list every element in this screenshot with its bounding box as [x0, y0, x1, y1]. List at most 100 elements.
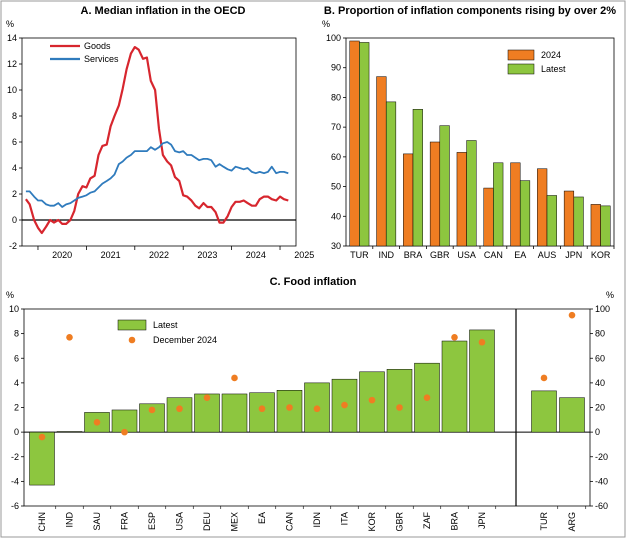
panel-c-unit-left: %	[6, 290, 14, 300]
panel-a-legend-label: Services	[84, 54, 119, 64]
panel-c-title: C. Food inflation	[270, 276, 357, 288]
panel-c-y-tick-label-right: 20	[595, 403, 605, 413]
panel-c-y-tick-label-left: -2	[11, 452, 19, 462]
panel-a-x-tick-label: 2021	[101, 250, 121, 260]
panel-c-y-tick-label-left: 6	[14, 353, 19, 363]
panel-a-y-tick-label: 0	[12, 215, 17, 225]
panel-b-x-tick-label: AUS	[538, 250, 557, 260]
panel-a-x-tick-label: 2022	[149, 250, 169, 260]
panel-b-title: B. Proportion of inflation components ri…	[324, 5, 616, 17]
panel-b-y-tick-label: 40	[331, 211, 341, 221]
panel-c-food-inflation: C. Food inflation % % -6-4-20246810-60-4…	[6, 276, 614, 532]
panel-c-bar-latest-ita	[331, 378, 358, 433]
panel-c-x-tick-label: GBR	[395, 512, 405, 532]
panel-c-point-december-2024-ind	[66, 334, 73, 341]
panel-c-y-tick-label-right: 60	[595, 353, 605, 363]
panel-b-x-tick-label: BRA	[404, 250, 423, 260]
panel-c-y-tick-label-right: -60	[595, 501, 608, 511]
panel-a-x-tick-label: 2020	[52, 250, 72, 260]
panel-b-x-tick-label: KOR	[591, 250, 611, 260]
panel-b-x-tick-label: TUR	[350, 250, 369, 260]
panel-b-bar-2024-ind	[376, 76, 387, 247]
panel-c-point-december-2024-mex	[231, 374, 238, 382]
panel-c-x-tick-label: KOR	[367, 512, 377, 532]
panel-c-y-tick-label-left: -6	[11, 501, 19, 511]
panel-c-bar-latest-fra	[111, 409, 138, 433]
panel-b-bar-latest-aus	[546, 195, 557, 247]
panel-c-y-tick-label-left: 10	[9, 304, 19, 314]
panel-c-y-tick-label-right: -20	[595, 452, 608, 462]
panel-c-x-tick-label: SAU	[92, 512, 102, 531]
panel-b-x-tick-label: IND	[378, 250, 394, 260]
panel-c-x-tick-label: ZAF	[422, 511, 432, 529]
panel-c-y-tick-label-left: 8	[14, 329, 19, 339]
panel-c-legend-swatch-december-2024	[128, 336, 136, 344]
panel-c-bar-latest-usa	[166, 397, 193, 433]
panel-c-y-tick-label-right: 40	[595, 378, 605, 388]
panel-c-point-december-2024-idn	[313, 405, 321, 413]
panel-c-bar-latest-can	[276, 390, 303, 433]
panel-c-y-tick-label-right: 80	[595, 329, 605, 339]
panel-b-bar-2024-bra	[403, 153, 414, 247]
panel-c-point-december-2024-usa	[176, 405, 183, 413]
panel-c-y-tick-label-left: -4	[11, 476, 19, 486]
panel-b-bar-latest-ea	[519, 180, 531, 247]
panel-c-x-tick-label: USA	[175, 512, 185, 531]
panel-b-bar-latest-gbr	[439, 125, 450, 247]
panel-b-bar-latest-ind	[385, 101, 397, 247]
panel-b-unit: %	[322, 19, 330, 29]
panel-c-x-tick-label: IND	[65, 512, 75, 528]
panel-c-x-tick-label: CAN	[285, 512, 295, 531]
panel-b-x-tick-label: CAN	[484, 250, 503, 260]
panel-b-bar-2024-kor	[590, 204, 601, 247]
panel-b-bar-2024-tur	[349, 40, 360, 247]
panel-b-bar-2024-usa	[456, 152, 467, 247]
panel-c-point-december-2024-jpn	[478, 338, 486, 346]
panel-c-point-december-2024-can	[286, 404, 293, 411]
panel-a-y-tick-label: 14	[7, 33, 17, 43]
panel-c-bar-latest-ea	[249, 392, 275, 433]
panel-c-x-tick-label: BRA	[450, 512, 460, 531]
panel-b-bar-latest-jpn	[573, 196, 584, 247]
panel-b-x-tick-label: JPN	[565, 250, 582, 260]
panel-b-inflation-components: B. Proportion of inflation components ri…	[322, 5, 616, 260]
panel-c-x-tick-label: EA	[257, 512, 267, 524]
panel-c-point-december-2024-sau	[93, 418, 101, 426]
panel-c-x-tick-label: ITA	[340, 512, 350, 525]
panel-b-bar-2024-ea	[510, 162, 521, 247]
panel-a-y-tick-label: 2	[12, 189, 17, 199]
panel-c-point-december-2024-gbr	[396, 404, 403, 411]
panel-c-y-tick-label-right: 100	[595, 304, 610, 314]
panel-c-point-december-2024-kor	[368, 396, 376, 404]
panel-c-point-december-2024-bra	[451, 334, 458, 341]
panel-c-legend-label: December 2024	[153, 335, 217, 345]
panel-c-y-tick-label-left: 0	[14, 427, 19, 437]
panel-c-point-december-2024-arg	[568, 311, 576, 319]
panel-b-x-tick-label: EA	[514, 250, 526, 260]
panel-a-y-tick-label: 10	[7, 85, 17, 95]
panel-a-title: A. Median inflation in the OECD	[81, 5, 246, 17]
panel-a-series-line-services	[25, 141, 289, 208]
panel-a-median-inflation: A. Median inflation in the OECD % -2 0 2 4 6…	[6, 5, 314, 260]
panel-c-bar-latest-gbr	[386, 369, 413, 433]
panel-c-y-tick-label-right: 0	[595, 427, 600, 437]
panel-c-y-tick-label-right: -40	[595, 476, 608, 486]
panel-c-point-december-2024-ea	[258, 405, 266, 413]
panel-c-point-december-2024-fra	[121, 428, 128, 436]
panel-c-x-tick-label: ESP	[147, 512, 157, 530]
panel-c-x-tick-label: MEX	[230, 512, 240, 532]
panel-b-legend-swatch-latest	[507, 63, 535, 75]
panel-c-point-december-2024-deu	[203, 394, 211, 401]
panel-c-bar-latest-tur	[531, 390, 557, 433]
panel-b-y-tick-label: 60	[331, 152, 341, 162]
panel-c-unit-right: %	[606, 290, 614, 300]
panel-c-point-december-2024-tur	[540, 374, 548, 382]
panel-b-y-tick-label: 50	[331, 182, 341, 192]
panel-c-x-tick-label: CHN	[37, 512, 47, 532]
panel-c-bar-latest-ind	[56, 431, 83, 433]
panel-b-bar-latest-kor	[600, 205, 611, 247]
panel-b-y-tick-label: 80	[331, 92, 341, 102]
panel-a-y-tick-label: 12	[7, 59, 17, 69]
panel-a-y-tick-label: 8	[12, 111, 17, 121]
